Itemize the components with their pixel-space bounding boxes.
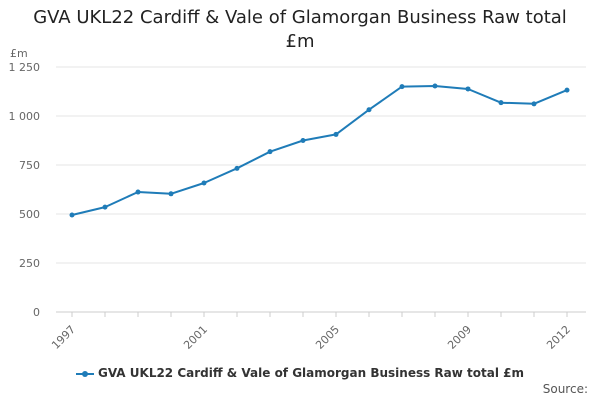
data-point[interactable]: [399, 84, 405, 90]
y-tick-label: 750: [19, 159, 40, 172]
y-axis-ticks: 0 250 500 750 1 000 1 250: [9, 61, 41, 319]
series-group: [69, 83, 570, 218]
source-label[interactable]: Source:: [542, 382, 588, 396]
y-axis-unit-label: £m: [10, 47, 28, 60]
x-axis: 1997 2001 2005 2009 2012: [49, 311, 586, 352]
y-tick-label: 1 000: [9, 110, 41, 123]
chart-title-text: GVA UKL22 Cardiff & Vale of Glamorgan Bu…: [33, 7, 567, 52]
data-point[interactable]: [102, 204, 108, 210]
data-point[interactable]: [498, 100, 504, 106]
x-tick-label: 2001: [181, 323, 210, 352]
data-point[interactable]: [201, 180, 207, 186]
x-tick-label: 2012: [544, 323, 573, 352]
data-point[interactable]: [69, 212, 75, 218]
data-point[interactable]: [432, 83, 438, 89]
data-point[interactable]: [531, 101, 537, 107]
data-point[interactable]: [168, 191, 174, 197]
data-point[interactable]: [234, 165, 240, 171]
y-tick-label: 250: [19, 257, 40, 270]
series-line: [71, 85, 568, 216]
data-point[interactable]: [300, 138, 306, 143]
data-point[interactable]: [267, 149, 273, 155]
data-point[interactable]: [564, 87, 570, 93]
x-tick-label: 2009: [445, 323, 474, 352]
x-tick-label: 1997: [49, 323, 78, 352]
x-tick-label: 2005: [313, 323, 342, 352]
data-point[interactable]: [333, 131, 339, 137]
legend-line-marker-icon: [75, 370, 94, 377]
chart-title: GVA UKL22 Cardiff & Vale of Glamorgan Bu…: [0, 6, 600, 54]
y-tick-label: 0: [33, 306, 40, 319]
data-point[interactable]: [366, 107, 372, 113]
y-tick-label: 500: [19, 208, 40, 221]
legend-label: GVA UKL22 Cardiff & Vale of Glamorgan Bu…: [97, 366, 524, 380]
data-point[interactable]: [135, 189, 141, 195]
y-tick-label: 1 250: [9, 61, 41, 74]
data-point[interactable]: [465, 86, 471, 92]
legend[interactable]: GVA UKL22 Cardiff & Vale of Glamorgan Bu…: [0, 366, 600, 380]
